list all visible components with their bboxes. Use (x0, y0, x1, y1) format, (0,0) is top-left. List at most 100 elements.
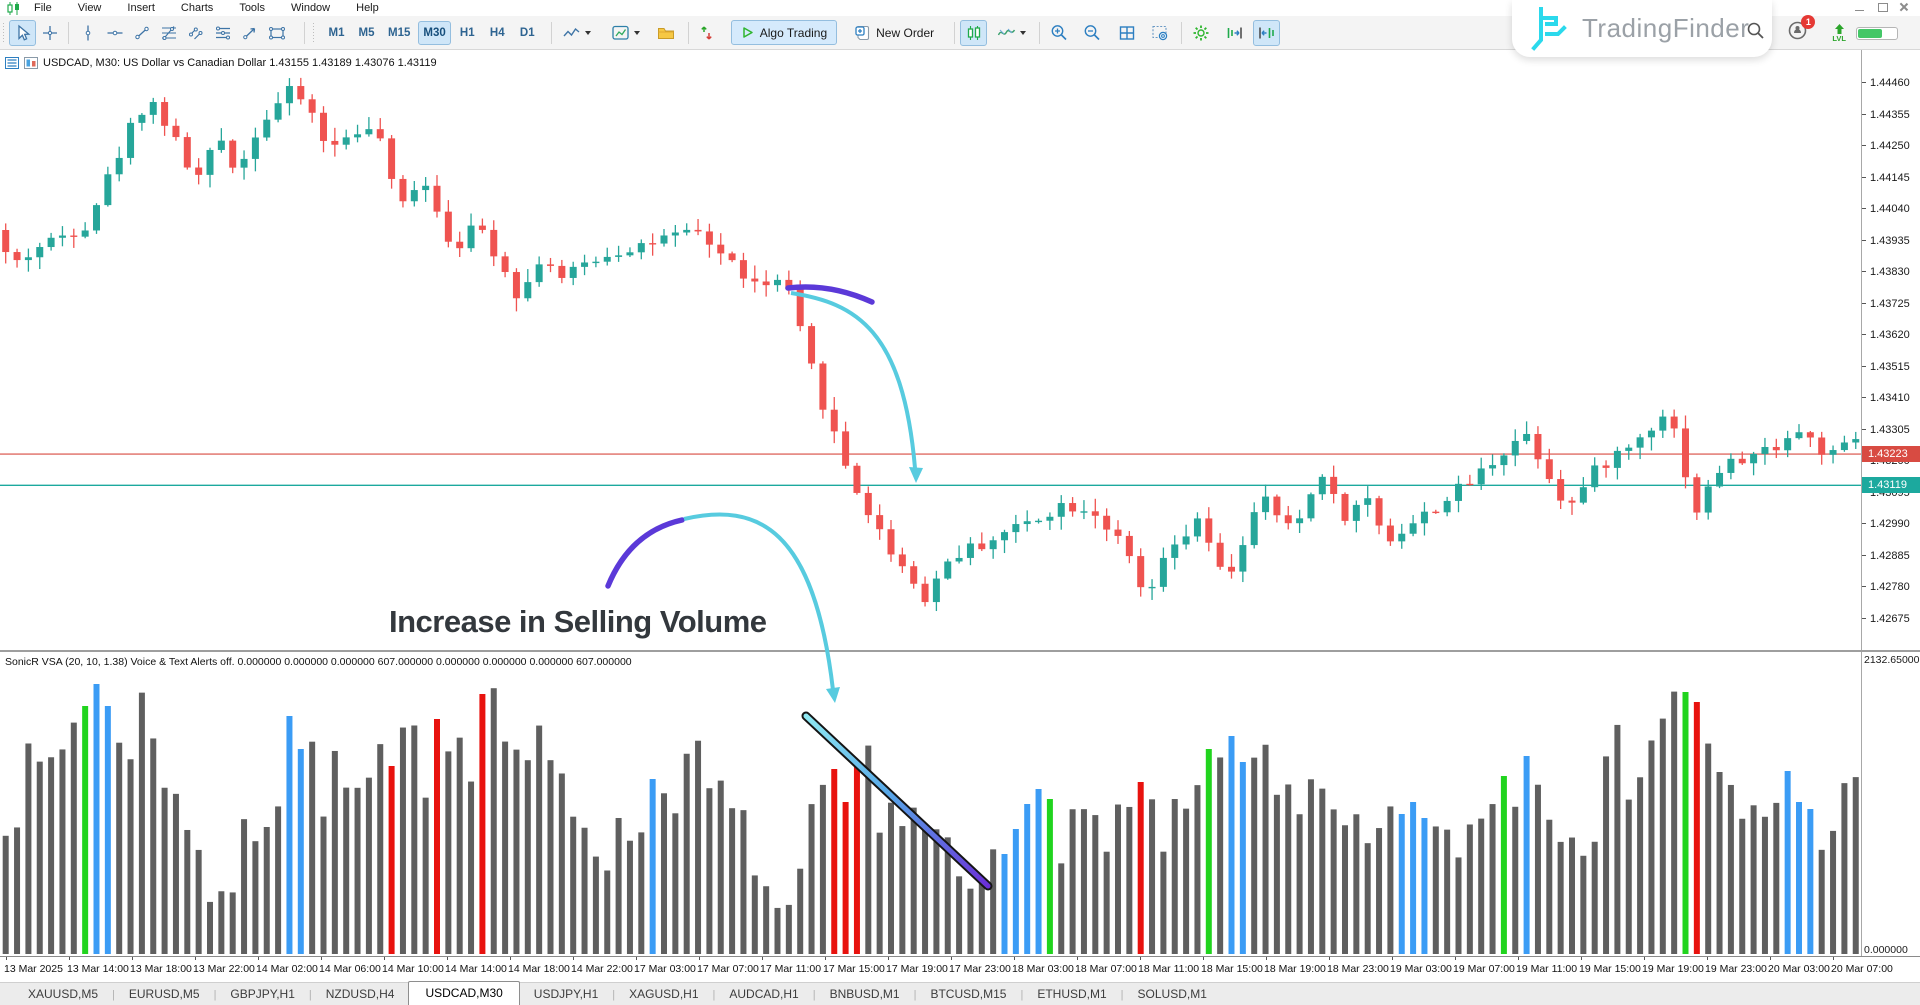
vsa-volume-panel[interactable] (0, 652, 1861, 956)
level-indicator[interactable]: LVL (1832, 23, 1846, 43)
panel-splitter[interactable] (0, 650, 1920, 652)
buy-sell-arrows-button[interactable] (694, 20, 721, 46)
volume-bar (93, 684, 100, 954)
candlestick (1171, 535, 1179, 570)
search-button[interactable] (1746, 21, 1765, 45)
candlestick (796, 280, 804, 332)
timeframe-m30[interactable]: M30 (418, 20, 451, 45)
menu-file[interactable]: File (34, 2, 52, 14)
crosshair-tool-button[interactable] (36, 20, 63, 46)
play-icon (743, 27, 753, 38)
window-controls (1854, 2, 1910, 12)
zoom-in-button[interactable] (1045, 20, 1072, 46)
cursor-tool-button[interactable] (9, 19, 36, 46)
templates-folder-button[interactable] (653, 20, 680, 46)
trendline-tool-button[interactable] (128, 20, 155, 46)
chart-type-line-button[interactable] (557, 20, 595, 46)
menu-window[interactable]: Window (291, 2, 331, 14)
timeframe-h1[interactable]: H1 (459, 26, 475, 39)
candlestick (739, 252, 747, 288)
chart-tab-xauusd-m5[interactable]: XAUUSD,M5 (28, 987, 99, 1001)
volume-bar (774, 907, 781, 954)
timeframe-m1[interactable]: M1 (328, 26, 345, 39)
time-axis-label: 19 Mar 19:00 (1642, 957, 1704, 975)
notifications-button[interactable]: 1 (1787, 15, 1816, 46)
candlestick (456, 231, 464, 258)
candlestick (1682, 415, 1689, 489)
algo-trading-button[interactable]: Algo Trading (730, 20, 838, 45)
shapes-tool-button[interactable] (263, 20, 290, 46)
candlestick (342, 129, 350, 150)
volume-bar (1727, 784, 1734, 954)
candlestick (263, 109, 271, 141)
chart-tab-usdjpy-h1[interactable]: USDJPY,H1 (533, 987, 599, 1001)
chart-tab-audcad-h1[interactable]: AUDCAD,H1 (729, 987, 799, 1001)
volume-bar (1410, 802, 1417, 954)
indicator-wave-button[interactable] (991, 20, 1031, 46)
close-button[interactable] (1898, 2, 1910, 12)
candlestick (1806, 430, 1814, 447)
chart-tab-bnbusd-m1[interactable]: BNBUSD,M1 (829, 987, 900, 1001)
volume-bar (1557, 841, 1564, 954)
candlestick (149, 97, 157, 124)
candlestick-chart-button[interactable] (960, 19, 988, 46)
indicator-window-button[interactable] (603, 20, 647, 46)
candlestick (93, 203, 100, 234)
auto-scroll-button[interactable] (1253, 19, 1281, 46)
volume-bar (967, 888, 974, 954)
menu-help[interactable]: Help (356, 2, 379, 14)
candlestick (853, 462, 861, 495)
restore-button[interactable] (1876, 2, 1888, 12)
chart-tab-btcusd-m15[interactable]: BTCUSD,M15 (930, 987, 1007, 1001)
zoom-out-button[interactable] (1078, 20, 1105, 46)
screenshot-camera-button[interactable] (1146, 20, 1173, 46)
time-axis[interactable]: 13 Mar 2025 13 Mar 14:00 13 Mar 18:00 13 Ma… (0, 956, 1920, 982)
one-click-trading-icon[interactable] (24, 57, 38, 69)
chart-tab-ethusd-m1[interactable]: ETHUSD,M1 (1037, 987, 1107, 1001)
chart-shift-button[interactable] (1220, 20, 1247, 46)
chart-tab-xagusd-h1[interactable]: XAGUSD,H1 (629, 987, 699, 1001)
chart-tab-usdcad-m30[interactable]: USDCAD,M30 (408, 981, 520, 1005)
timeframe-h4[interactable]: H4 (489, 26, 505, 39)
vertical-line-tool-button[interactable] (74, 20, 101, 46)
menu-charts[interactable]: Charts (180, 2, 214, 14)
new-order-button[interactable]: New Order (845, 20, 944, 45)
chart-tab-eurusd-m5[interactable]: EURUSD,M5 (128, 987, 200, 1001)
hline-price-badge: 1.43119 (1862, 477, 1920, 494)
volume-bar (252, 841, 259, 954)
time-axis-label: 14 Mar 06:00 (319, 957, 381, 975)
chart-tab-solusd-m1[interactable]: SOLUSD,M1 (1137, 987, 1207, 1001)
chart-tab-gbpjpy-h1[interactable]: GBPJPY,H1 (230, 987, 295, 1001)
menu-tools[interactable]: Tools (239, 2, 265, 14)
volume-bar (1716, 772, 1723, 954)
candlestick-chart[interactable] (0, 50, 1861, 650)
volume-bar (922, 829, 929, 954)
candlestick (1386, 518, 1394, 546)
fibonacci-tool-button[interactable] (155, 20, 182, 46)
candlestick (1398, 523, 1406, 549)
time-axis-label: 18 Mar 19:00 (1264, 957, 1326, 975)
depth-of-market-icon[interactable] (5, 57, 19, 69)
timeframe-d1[interactable]: D1 (519, 26, 535, 39)
time-axis-label: 13 Mar 22:00 (193, 957, 255, 975)
menu-items: File View Insert Charts Tools Window Help (34, 2, 379, 14)
equidistant-channel-tool-button[interactable] (209, 20, 236, 46)
candlestick (81, 222, 89, 239)
channel-tool-button[interactable] (182, 20, 209, 46)
tab-separator: | (712, 989, 716, 1001)
tile-windows-button[interactable] (1113, 20, 1140, 46)
candlestick (274, 92, 282, 123)
minimize-button[interactable] (1854, 2, 1866, 12)
menu-view[interactable]: View (77, 2, 102, 14)
timeframe-m15[interactable]: M15 (388, 26, 411, 39)
volume-bar (1444, 829, 1451, 954)
chart-tab-nzdusd-h4[interactable]: NZDUSD,H4 (325, 987, 395, 1001)
volume-bar (1137, 782, 1144, 954)
timeframe-m5[interactable]: M5 (358, 26, 375, 39)
menu-insert[interactable]: Insert (127, 2, 155, 14)
price-axis[interactable]: 1.426751.427801.428851.429901.430951.432… (1861, 50, 1920, 956)
settings-gear-button[interactable] (1187, 20, 1214, 46)
horizontal-line-tool-button[interactable] (101, 20, 128, 46)
candlestick (1125, 530, 1133, 564)
arrow-line-tool-button[interactable] (236, 20, 263, 46)
